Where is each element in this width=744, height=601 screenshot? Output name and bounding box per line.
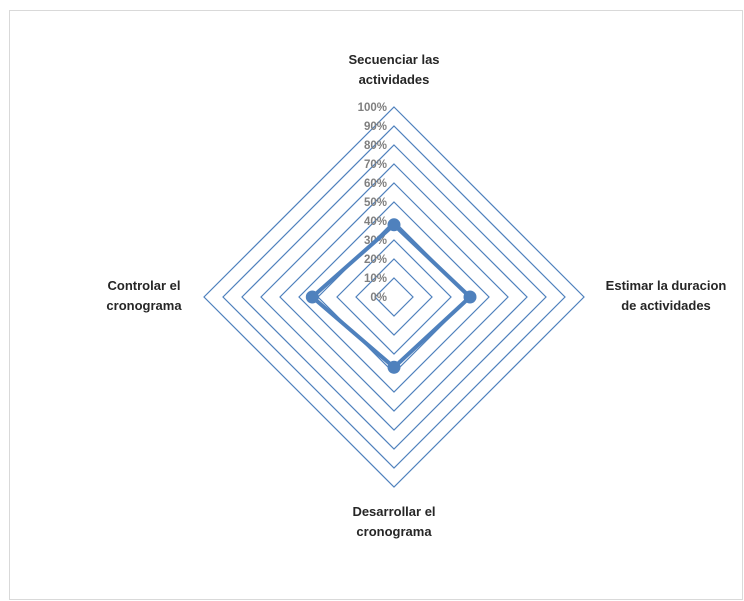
grid-ring	[203, 106, 585, 488]
radar-grid	[203, 106, 585, 488]
grid-ring	[355, 258, 433, 336]
grid-ring	[336, 239, 452, 355]
tick-label: 90%	[364, 121, 387, 133]
tick-label: 50%	[364, 197, 387, 209]
tick-label: 70%	[364, 159, 387, 171]
series-layer	[305, 218, 477, 374]
grid-ring	[260, 163, 528, 431]
tick-label: 100%	[358, 102, 387, 114]
tick-label: 20%	[364, 254, 387, 266]
data-point	[305, 290, 319, 304]
chart-area	[9, 10, 743, 600]
axis-label: Desarrollar el cronograma	[352, 504, 435, 539]
tick-label: 60%	[364, 178, 387, 190]
grid-ring	[279, 182, 509, 412]
grid-ring	[374, 277, 414, 317]
grid-ring	[222, 125, 566, 469]
axis-labels: Secuenciar las actividades Estimar la dura…	[106, 52, 726, 539]
grid-ring	[317, 220, 471, 374]
data-point	[387, 218, 401, 232]
tick-label: 80%	[364, 140, 387, 152]
axis-label: Secuenciar las actividades	[348, 52, 439, 87]
axis-label: Controlar el cronograma	[106, 278, 182, 313]
data-point	[463, 290, 477, 304]
tick-label: 40%	[364, 216, 387, 228]
tick-label: 10%	[364, 273, 387, 285]
data-point	[387, 360, 401, 374]
grid-ring	[241, 144, 547, 450]
series-line	[310, 222, 472, 370]
radial-tick-labels: 0%10%20%30%40%50%60%70%80%90%100%	[358, 102, 387, 304]
axis-label: Estimar la duracion de actividades	[606, 278, 727, 313]
grid-ring	[298, 201, 490, 393]
tick-label: 0%	[370, 292, 387, 304]
